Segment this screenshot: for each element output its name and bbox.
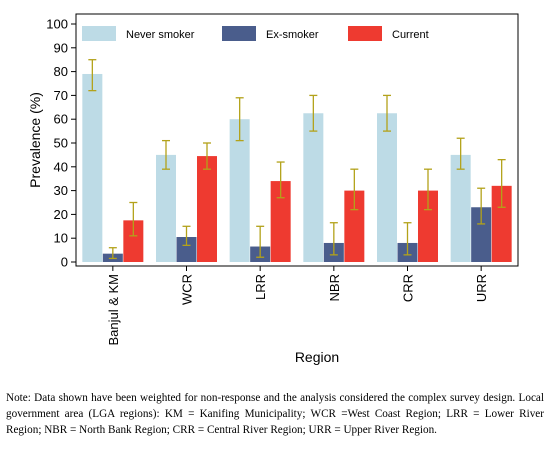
legend-label: Ex-smoker	[266, 29, 319, 41]
x-tick-label: URR	[474, 274, 489, 302]
y-tick-label: 100	[46, 17, 68, 32]
y-tick-label: 10	[54, 231, 68, 246]
bar	[344, 190, 365, 262]
bar	[471, 207, 492, 262]
legend-swatch	[348, 26, 382, 41]
bar	[229, 119, 250, 262]
bar	[450, 154, 471, 262]
legend-swatch	[82, 26, 116, 41]
x-axis-title: Region	[295, 349, 339, 365]
y-tick-label: 30	[54, 183, 68, 198]
chart-svg: 0 10 20 30 40 50 60 70 80 90 100 Prevalence (%) Banj…	[27, 13, 519, 365]
x-tick-label: WCR	[180, 274, 195, 305]
y-tick-label: 0	[61, 255, 68, 270]
bar-chart: 0 10 20 30 40 50 60 70 80 90 100 Prevalence (%) Banj…	[27, 13, 519, 365]
bar	[418, 190, 438, 262]
x-tick-label: NBR	[327, 274, 342, 301]
y-tick-label: 70	[54, 88, 68, 103]
y-tick-label: 80	[54, 64, 68, 79]
bar	[197, 156, 217, 262]
x-tick-label: Banjul & KM	[106, 274, 121, 346]
y-tick-label: 60	[54, 112, 68, 127]
y-tick-label: 90	[54, 40, 68, 55]
bar	[123, 220, 144, 262]
x-tick-label: CRR	[401, 274, 416, 302]
bar	[156, 154, 176, 262]
plot-frame	[75, 13, 519, 267]
y-tick-label: 40	[54, 159, 68, 174]
y-axis-title: Prevalence (%)	[27, 92, 43, 188]
bar	[82, 73, 103, 262]
bar	[491, 185, 512, 262]
chart-note: Note: Data shown have been weighted for …	[6, 392, 544, 436]
bar	[176, 237, 197, 262]
bar	[270, 181, 291, 262]
y-tick-label: 20	[54, 207, 68, 222]
bar	[377, 113, 397, 262]
bar	[303, 113, 324, 262]
y-tick-label: 50	[54, 136, 68, 151]
legend-label: Never smoker	[126, 29, 195, 41]
x-tick-label: LRR	[253, 274, 268, 300]
legend-label: Current	[392, 29, 429, 41]
legend-swatch	[222, 26, 256, 41]
